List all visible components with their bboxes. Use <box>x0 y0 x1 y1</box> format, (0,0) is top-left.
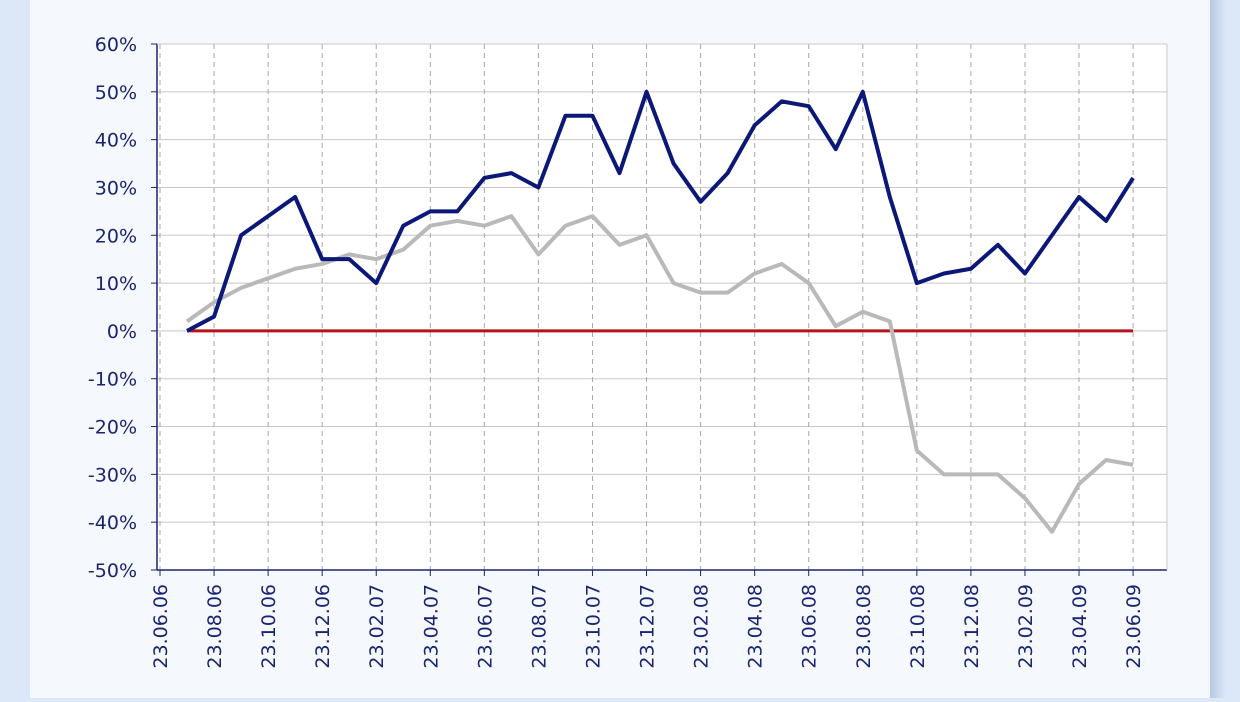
y-tick-label: 20% <box>95 225 137 247</box>
x-tick-label: 23.10.08 <box>907 584 929 669</box>
x-tick-label: 23.02.07 <box>366 584 388 669</box>
x-tick-label: 23.02.09 <box>1015 584 1037 669</box>
y-tick-label: 10% <box>95 273 137 295</box>
x-tick-label: 23.10.07 <box>582 584 604 669</box>
series-line <box>186 89 1135 333</box>
x-tick-label: 23.08.06 <box>204 584 226 669</box>
x-tick-label: 23.12.06 <box>312 584 334 669</box>
y-tick-label: 50% <box>95 82 137 104</box>
y-tick-label: -10% <box>88 369 137 391</box>
y-tick-label: -50% <box>88 560 137 582</box>
x-tick-label: 23.12.08 <box>961 584 983 669</box>
x-tick-label: 23.06.09 <box>1123 584 1145 669</box>
x-tick-label: 23.10.06 <box>258 584 280 669</box>
x-tick-label: 23.08.07 <box>528 584 550 669</box>
y-tick-label: 0% <box>107 321 137 343</box>
y-tick-label: -40% <box>88 512 137 534</box>
y-tick-label: 60% <box>95 34 137 56</box>
x-tick-label: 23.06.08 <box>799 584 821 669</box>
x-tick-label: 23.06.06 <box>150 584 172 669</box>
x-tick-label: 23.04.07 <box>420 584 442 669</box>
x-tick-label: 23.02.08 <box>691 584 713 669</box>
y-tick-label: -20% <box>88 417 137 439</box>
x-tick-label: 23.12.07 <box>637 584 659 669</box>
x-tick-label: 23.04.08 <box>745 584 767 669</box>
x-tick-label: 23.06.07 <box>474 584 496 669</box>
y-tick-label: -30% <box>88 464 137 486</box>
x-tick-label: 23.08.08 <box>853 584 875 669</box>
y-tick-label: 40% <box>95 130 137 152</box>
panel-shadow <box>1210 0 1226 698</box>
x-tick-label: 23.04.09 <box>1069 584 1091 669</box>
y-tick-label: 30% <box>95 177 137 199</box>
series-line <box>185 214 1134 534</box>
